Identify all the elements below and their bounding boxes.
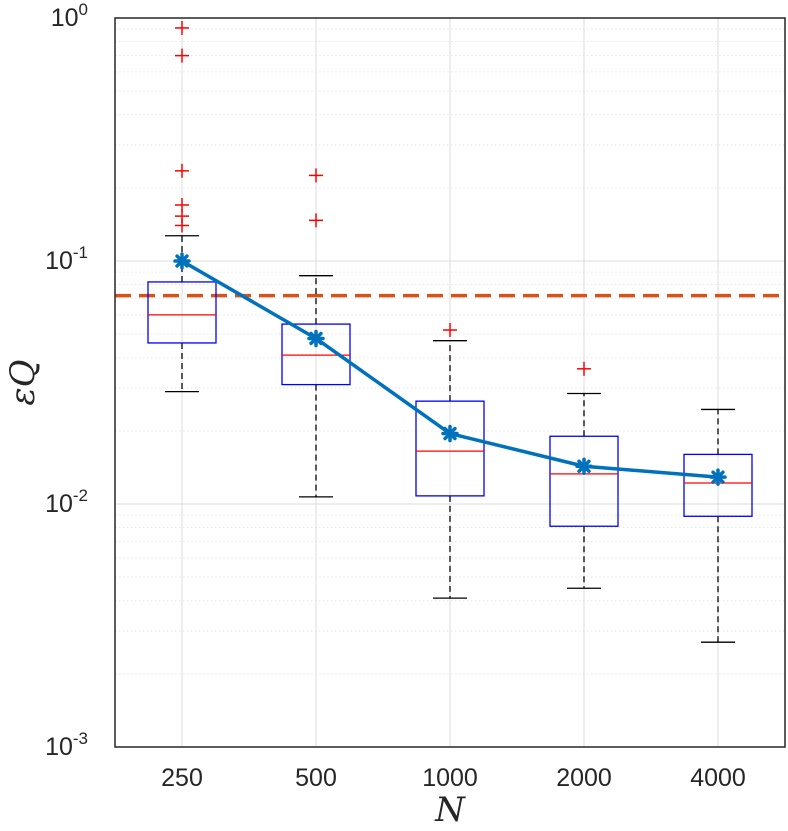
outlier-marker	[577, 361, 591, 376]
y-tick-label: 10-2	[45, 486, 88, 518]
box-500	[281, 168, 351, 498]
box-iqr	[281, 323, 351, 386]
y-tick-label: 10-3	[45, 729, 88, 761]
x-axis-title: N	[434, 790, 466, 830]
x-tick-label: 2000	[556, 764, 612, 792]
mean-marker-spoke	[443, 426, 457, 441]
box-1000	[415, 323, 485, 599]
grid-lines	[115, 18, 785, 748]
x-tick-label: 4000	[690, 764, 746, 792]
mean-marker	[173, 252, 191, 270]
box-iqr	[147, 281, 217, 344]
y-axis-title: εQ	[3, 359, 43, 405]
box-250	[147, 20, 217, 393]
x-tick-labels: 250 500 1000 2000 4000	[161, 764, 746, 792]
outlier-marker	[443, 323, 457, 338]
outlier-marker	[175, 163, 189, 178]
plot-area-frame	[114, 17, 786, 748]
x-tick-label: 500	[295, 764, 337, 792]
box-layer	[147, 20, 753, 643]
x-tick-label: 1000	[422, 764, 478, 792]
mean-marker	[307, 329, 325, 348]
outlier-marker	[175, 218, 189, 233]
outlier-marker	[309, 213, 323, 228]
outlier-marker	[175, 20, 189, 35]
mean-marker-spoke	[577, 459, 591, 473]
mean-marker-spoke	[175, 254, 189, 268]
box-iqr	[549, 435, 619, 527]
x-tick-label: 250	[161, 764, 203, 792]
mean-marker	[575, 457, 593, 476]
box-iqr	[683, 453, 753, 517]
mean-marker	[441, 424, 459, 443]
mean-marker-spoke	[309, 331, 323, 346]
y-tick-label: 100	[51, 0, 88, 32]
box-iqr	[415, 400, 485, 497]
outlier-marker	[175, 48, 189, 63]
mean-marker	[709, 468, 727, 486]
box-2000	[549, 361, 619, 589]
mean-marker-spoke	[711, 470, 725, 484]
y-tick-label: 10-1	[45, 243, 88, 275]
outlier-marker	[309, 168, 323, 183]
y-tick-labels: 10-3 10-2 10-1 100	[45, 0, 88, 761]
mean-line-layer	[173, 252, 727, 486]
